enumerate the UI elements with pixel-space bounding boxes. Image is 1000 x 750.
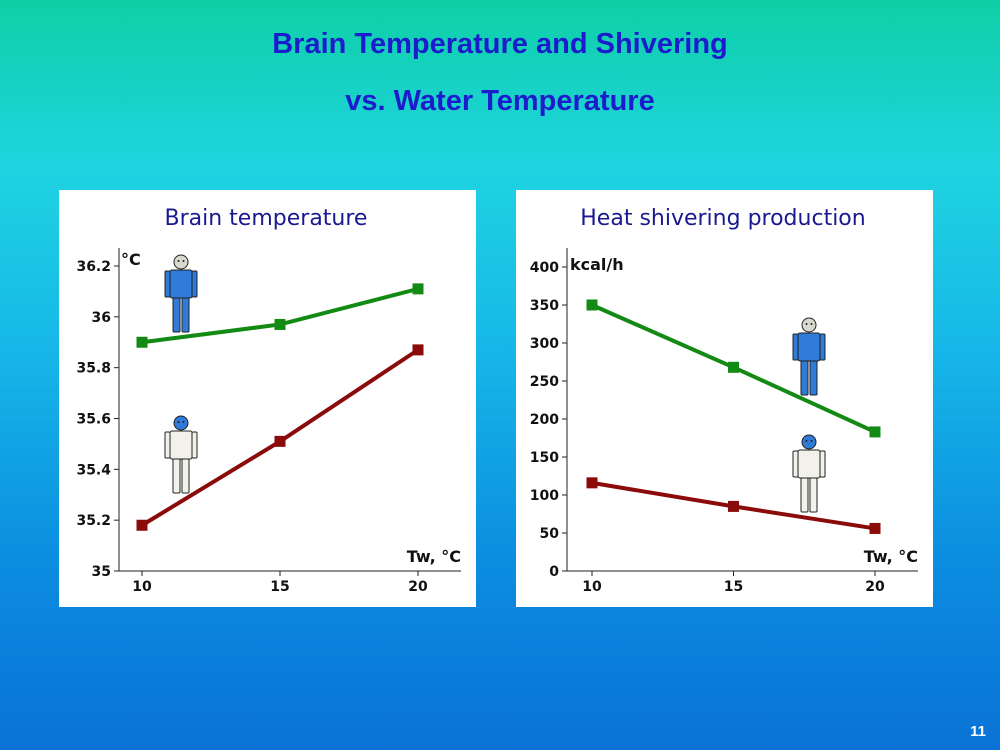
chart-title: Heat shivering production xyxy=(580,206,865,231)
y-tick-label: 200 xyxy=(530,412,559,428)
y-ticks: 35 35.2 35.4 35.6 35.8 36 36.2 xyxy=(76,259,119,580)
y-tick-label: 100 xyxy=(530,488,559,504)
green-series-point xyxy=(412,283,424,295)
y-tick-label: 0 xyxy=(549,564,559,580)
green-series-point xyxy=(728,361,739,373)
y-tick-label: 300 xyxy=(530,336,559,352)
heat-shivering-panel: Heat shivering production kcal/h Tw, °C … xyxy=(516,190,933,607)
x-tick-label: 10 xyxy=(582,579,602,595)
y-tick-label: 35.6 xyxy=(76,412,111,428)
y-tick-label: 35.2 xyxy=(76,513,111,529)
red-series-point xyxy=(869,522,881,534)
y-tick-label: 50 xyxy=(540,526,560,542)
y-ticks: 0 50 100 150 200 250 300 350 400 xyxy=(530,260,567,580)
blue-person-icon xyxy=(164,254,198,333)
x-tick-label: 15 xyxy=(270,579,289,595)
series-group xyxy=(586,299,881,534)
x-tick-label: 20 xyxy=(865,579,885,595)
y-tick-label: 36 xyxy=(92,310,111,326)
y-tick-label: 35.4 xyxy=(76,462,111,478)
page-number: 11 xyxy=(970,723,986,740)
blue-person-icon xyxy=(792,317,826,396)
white-person-icon xyxy=(164,415,198,494)
heat-shivering-chart: Heat shivering production kcal/h Tw, °C … xyxy=(530,206,918,595)
red-series-point xyxy=(136,519,148,531)
x-tick-label: 10 xyxy=(132,579,152,595)
y-axis-unit-label: kcal/h xyxy=(570,255,624,274)
y-tick-label: 400 xyxy=(530,260,559,276)
red-series-point xyxy=(274,435,286,447)
x-tick-label: 20 xyxy=(408,579,428,595)
brain-temperature-panel: Brain temperature °C Tw, °C 35 35.2 35.4 35… xyxy=(59,190,476,607)
y-tick-label: 35.8 xyxy=(76,361,111,377)
green-series-point xyxy=(869,426,881,438)
green-series-point xyxy=(586,299,598,311)
x-axis-label: Tw, °C xyxy=(864,547,918,566)
brain-temperature-chart: Brain temperature °C Tw, °C 3535.235.435… xyxy=(76,206,461,595)
slide-title-line-2: vs. Water Temperature xyxy=(345,85,655,117)
series-group xyxy=(136,283,424,531)
green-series-point xyxy=(274,318,286,330)
y-axis-unit-label: °C xyxy=(121,250,141,269)
y-tick-label: 35 xyxy=(92,564,111,580)
white-person-icon xyxy=(792,434,826,513)
red-series-point xyxy=(412,344,424,356)
slide-title-line-1: Brain Temperature and Shivering xyxy=(272,28,728,60)
y-tick-label: 36.2 xyxy=(76,259,111,275)
red-series-point xyxy=(728,500,739,512)
x-tick-label: 15 xyxy=(724,579,743,595)
x-ticks: 10 15 20 xyxy=(582,571,885,595)
y-tick-label: 350 xyxy=(530,298,559,314)
chart-title: Brain temperature xyxy=(165,206,368,231)
y-tick-label: 150 xyxy=(530,450,559,466)
x-axis-label: Tw, °C xyxy=(407,547,461,566)
red-series-point xyxy=(586,477,598,489)
y-tick-label: 250 xyxy=(530,374,559,390)
green-series-point xyxy=(136,336,148,348)
x-ticks: 10 15 20 xyxy=(132,571,428,595)
